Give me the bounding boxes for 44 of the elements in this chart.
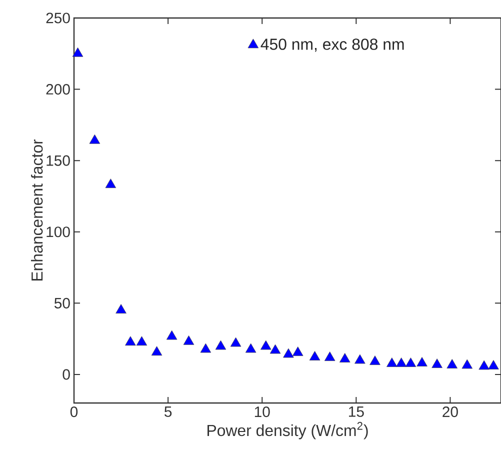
point [166, 330, 178, 340]
point [183, 335, 194, 345]
point [354, 354, 366, 364]
point [462, 359, 473, 369]
point [215, 340, 226, 350]
point [89, 134, 100, 144]
point [116, 304, 126, 314]
point [478, 360, 490, 370]
legend-label: 450 nm, exc 808 nm [260, 38, 404, 52]
x-axis-title: Power density (W/cm$^{2}$) [208, 422, 368, 440]
point [136, 336, 148, 346]
point [405, 358, 416, 367]
point [125, 336, 136, 346]
point [370, 356, 380, 365]
x-tick-label: 20 [442, 406, 458, 418]
point [283, 348, 294, 358]
point [245, 343, 256, 353]
point [260, 340, 272, 350]
y-tick-label: 50 [54, 298, 70, 308]
point [432, 358, 442, 368]
y-tick-label: 150 [46, 155, 70, 166]
point [151, 346, 162, 356]
point [105, 178, 116, 188]
y-tick-label: 100 [46, 226, 70, 238]
point [72, 47, 84, 57]
y-axis-title: Enhancement factor [31, 139, 43, 281]
point [309, 351, 320, 360]
y-tick-label: 200 [46, 84, 70, 95]
point [324, 352, 336, 361]
point [416, 357, 428, 366]
x-tick-label: 15 [348, 406, 364, 417]
point [200, 343, 212, 353]
point [270, 344, 281, 354]
point [230, 337, 242, 347]
x-tick-label: 5 [164, 406, 172, 417]
point [339, 353, 350, 362]
y-tick-label: 0 [62, 369, 70, 380]
y-tick-label: 250 [46, 12, 70, 24]
point [292, 346, 304, 356]
x-tick-label: 0 [70, 406, 78, 418]
point [386, 358, 398, 367]
x-tick-label: 10 [254, 406, 270, 418]
point [446, 359, 458, 368]
point [396, 358, 407, 367]
